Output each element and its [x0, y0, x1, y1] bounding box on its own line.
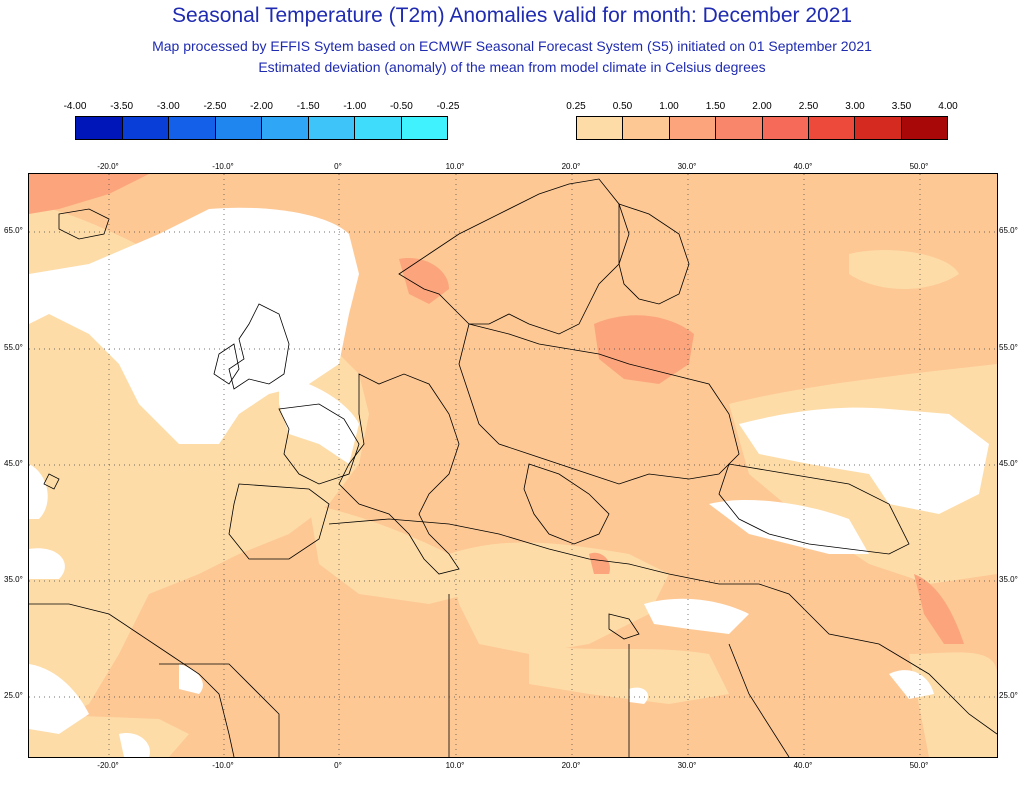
warm-anomaly-regions — [29, 174, 964, 644]
lon-tick-label: -10.0° — [212, 162, 234, 171]
legend-swatch — [308, 117, 355, 139]
lon-tick-label: 20.0° — [561, 761, 581, 770]
lon-tick-label: 30.0° — [677, 761, 697, 770]
legend-label: -0.50 — [389, 101, 413, 112]
anomaly-map — [28, 173, 998, 758]
legend-label: -1.50 — [296, 101, 320, 112]
lon-tick-label: 10.0° — [445, 761, 465, 770]
lon-tick-label: 30.0° — [677, 162, 697, 171]
lon-tick-label: 40.0° — [793, 761, 813, 770]
lat-tick-label: 25.0° — [4, 691, 23, 700]
legend-swatch — [855, 117, 902, 139]
lat-tick-label: 55.0° — [999, 343, 1018, 352]
legend-swatch — [355, 117, 402, 139]
legend-negative: -4.00 -3.50 -3.00 -2.50 -2.00 -1.50 -1.00 -0.50… — [64, 101, 460, 140]
no-signal-regions — [29, 207, 989, 757]
lon-tick-label: 0° — [334, 162, 342, 171]
coastlines — [29, 178, 997, 757]
lat-tick-label: 35.0° — [999, 575, 1018, 584]
legend-label: 1.50 — [705, 101, 726, 112]
legend-positive-labels: 0.25 0.50 1.00 1.50 2.00 2.50 3.00 3.50 4.00 — [566, 101, 957, 115]
lon-tick-label: 0° — [334, 761, 342, 770]
lon-tick-label: -20.0° — [97, 162, 119, 171]
legend-label: 1.00 — [659, 101, 679, 112]
legend-positive-bar — [576, 116, 948, 140]
lat-tick-label: 25.0° — [999, 691, 1018, 700]
lon-tick-label: 50.0° — [909, 162, 929, 171]
legend-label: 2.50 — [798, 101, 819, 112]
legend-swatch — [808, 117, 856, 139]
legend-swatch — [122, 117, 169, 139]
lat-tick-label: 45.0° — [4, 459, 23, 468]
map-title: Seasonal Temperature (T2m) Anomalies val… — [171, 4, 853, 27]
lon-tick-label: -20.0° — [97, 761, 119, 770]
legend-label: -0.25 — [436, 101, 460, 112]
legend-swatch — [623, 117, 670, 139]
legend-label: 4.00 — [938, 101, 958, 112]
legend-swatch — [262, 117, 309, 139]
lon-tick-label: 40.0° — [793, 162, 813, 171]
legend-swatch — [401, 117, 447, 139]
legend-swatch — [169, 117, 216, 139]
anomaly-map-svg — [29, 174, 997, 757]
legend-label: -1.00 — [343, 101, 367, 112]
legend-label: -3.00 — [156, 101, 180, 112]
legend-label: 3.50 — [891, 101, 912, 112]
legend-label: -4.00 — [63, 101, 87, 112]
lat-tick-label: 35.0° — [4, 575, 23, 584]
lon-tick-label: 20.0° — [561, 162, 581, 171]
lat-tick-label: 55.0° — [4, 343, 23, 352]
legend-negative-labels: -4.00 -3.50 -3.00 -2.50 -2.00 -1.50 -1.00 -0.50… — [64, 101, 460, 115]
legend-swatch — [716, 117, 763, 139]
legend-label: 2.00 — [752, 101, 772, 112]
legend-positive: 0.25 0.50 1.00 1.50 2.00 2.50 3.00 3.50 4.00 — [566, 101, 958, 140]
legend-swatch — [901, 117, 947, 139]
lat-tick-label: 45.0° — [999, 459, 1018, 468]
legend-label: 3.00 — [845, 101, 865, 112]
lon-tick-label: 10.0° — [445, 162, 465, 171]
map-subtitle-units: Estimated deviation (anomaly) of the mea… — [258, 59, 766, 75]
lon-tick-label: -10.0° — [212, 761, 234, 770]
legend-label: -3.50 — [110, 101, 134, 112]
lat-tick-label: 65.0° — [4, 226, 23, 235]
legend-swatch — [669, 117, 717, 139]
legend-swatch — [76, 117, 123, 139]
graticule — [29, 174, 997, 757]
legend-label: -2.50 — [203, 101, 227, 112]
map-subtitle-source: Map processed by EFFIS Sytem based on EC… — [152, 38, 872, 54]
lon-tick-label: 50.0° — [909, 761, 929, 770]
legend-label: 0.50 — [612, 101, 633, 112]
legend-label: -2.00 — [250, 101, 273, 112]
legend-swatch — [215, 117, 262, 139]
legend-swatch — [577, 117, 624, 139]
legend-label: 0.25 — [566, 101, 586, 112]
legend-swatch — [762, 117, 809, 139]
legend-negative-bar — [75, 116, 448, 140]
lat-tick-label: 65.0° — [999, 226, 1018, 235]
